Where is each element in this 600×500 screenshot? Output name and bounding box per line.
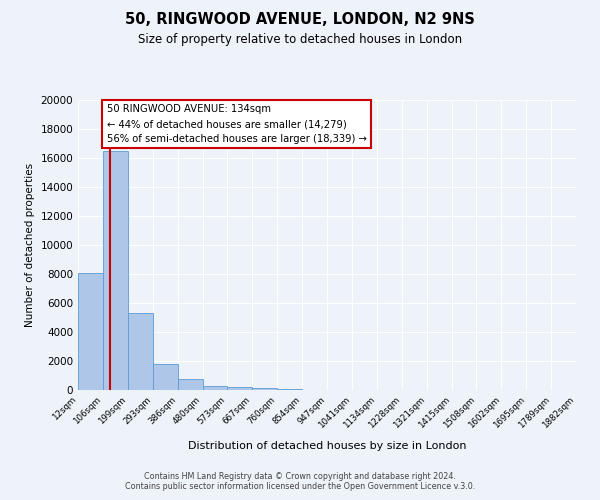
Text: 50 RINGWOOD AVENUE: 134sqm
← 44% of detached houses are smaller (14,279)
56% of : 50 RINGWOOD AVENUE: 134sqm ← 44% of deta… xyxy=(107,104,367,144)
Bar xyxy=(128,313,153,390)
Bar xyxy=(153,364,178,390)
Text: Contains public sector information licensed under the Open Government Licence v.: Contains public sector information licen… xyxy=(125,482,475,491)
Bar xyxy=(203,386,227,390)
Text: Size of property relative to detached houses in London: Size of property relative to detached ho… xyxy=(138,32,462,46)
Bar xyxy=(277,389,302,390)
Bar xyxy=(103,151,128,390)
Text: Contains HM Land Registry data © Crown copyright and database right 2024.: Contains HM Land Registry data © Crown c… xyxy=(144,472,456,481)
Bar xyxy=(178,379,203,390)
Bar xyxy=(253,388,277,390)
Bar xyxy=(227,388,253,390)
Text: 50, RINGWOOD AVENUE, LONDON, N2 9NS: 50, RINGWOOD AVENUE, LONDON, N2 9NS xyxy=(125,12,475,28)
Y-axis label: Number of detached properties: Number of detached properties xyxy=(25,163,35,327)
Bar xyxy=(78,272,103,390)
X-axis label: Distribution of detached houses by size in London: Distribution of detached houses by size … xyxy=(188,441,466,451)
